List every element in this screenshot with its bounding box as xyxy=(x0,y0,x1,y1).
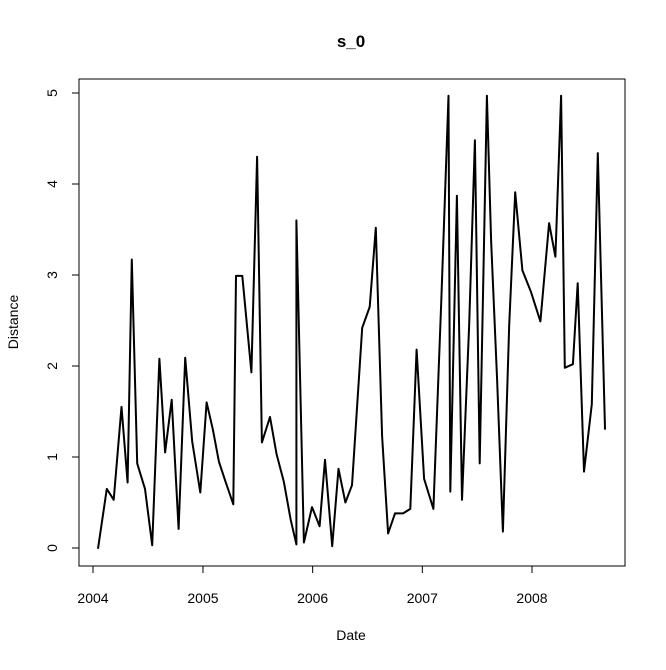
x-tick-label: 2004 xyxy=(77,590,108,606)
y-axis: 0 1 2 3 4 5 xyxy=(44,89,80,552)
x-axis-title: Date xyxy=(336,627,366,643)
chart-title: s_0 xyxy=(337,32,365,51)
y-tick-label: 1 xyxy=(44,453,60,461)
series-line xyxy=(97,94,606,549)
y-axis-title: Distance xyxy=(5,295,21,350)
y-tick-label: 2 xyxy=(44,362,60,370)
x-tick-label: 2007 xyxy=(407,590,438,606)
x-tick-label: 2006 xyxy=(297,590,328,606)
series-layer xyxy=(97,94,606,549)
y-tick-label: 4 xyxy=(44,180,60,188)
y-tick-label: 3 xyxy=(44,271,60,279)
x-tick-label: 2008 xyxy=(516,590,547,606)
y-tick-label: 5 xyxy=(44,89,60,97)
y-tick-label: 0 xyxy=(44,544,60,552)
x-axis: 2004 2005 2006 2007 2008 xyxy=(77,565,548,606)
plot-area-border xyxy=(78,78,626,567)
x-tick-label: 2005 xyxy=(187,590,218,606)
